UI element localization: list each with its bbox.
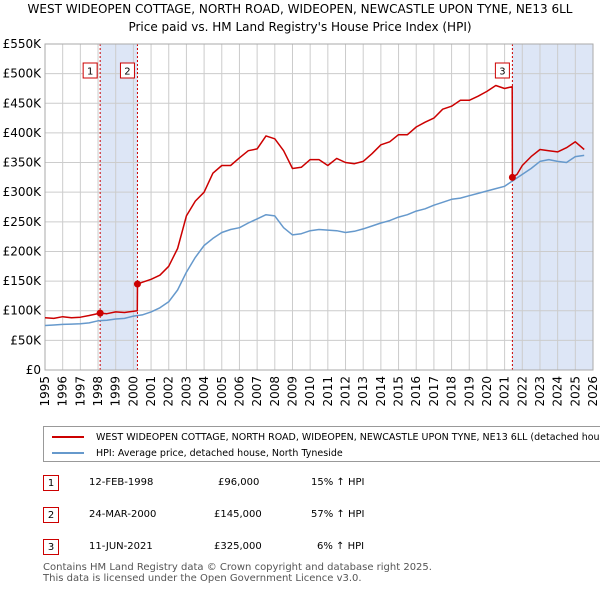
x-tick-label: 2014 [374, 376, 388, 407]
x-tick-label: 2023 [533, 376, 547, 407]
footer-line-copyright: Contains HM Land Registry data © Crown c… [43, 562, 432, 573]
y-tick-label: £0 [26, 363, 41, 377]
x-tick-label: 2024 [551, 376, 565, 407]
sale-number-box [82, 62, 98, 79]
y-tick-label: £150K [3, 274, 43, 288]
sale-number-label: 2 [124, 67, 130, 78]
x-tick-label: 2002 [162, 376, 176, 407]
x-tick-label: 2006 [232, 376, 246, 407]
y-tick-label: £250K [3, 215, 43, 229]
x-tick-label: 2004 [197, 376, 211, 407]
plot-frame [44, 43, 594, 371]
shaded-region [512, 44, 593, 370]
x-tick-label: 2020 [480, 376, 494, 407]
x-tick-label: 2012 [339, 376, 353, 407]
sale-number-box [494, 62, 510, 79]
chart-area: £0 £50K £100K £150K £200K £250K £300K £350K £400… [3, 37, 600, 407]
transaction-badge: 2 [43, 507, 59, 523]
sale-point [133, 280, 141, 288]
transaction-badge: 3 [43, 539, 59, 555]
y-tick-label: £550K [3, 37, 43, 51]
x-tick-label: 2013 [356, 376, 370, 407]
x-tick-label: 2007 [250, 376, 264, 407]
x-tick-label: 2026 [586, 376, 600, 407]
chart-subtitle: Price paid vs. HM Land Registry's House … [128, 20, 472, 34]
chart-title: WEST WIDEOPEN COTTAGE, NORTH ROAD, WIDEO… [27, 2, 573, 16]
legend-label-hpi: HPI: Average price, detached house, Nort… [96, 447, 343, 459]
sale-point [508, 173, 516, 181]
shaded-region [100, 44, 138, 370]
x-tick-label: 2003 [179, 376, 193, 407]
y-tick-label: £350K [3, 156, 43, 170]
x-tick-label: 2005 [215, 376, 229, 407]
x-tick-label: 2011 [321, 376, 335, 407]
y-tick-label: £300K [3, 185, 43, 199]
x-tick-label: 2001 [144, 376, 158, 407]
x-tick-label: 1998 [91, 376, 105, 407]
transaction-price: £325,000 [214, 541, 262, 552]
legend: WEST WIDEOPEN COTTAGE, NORTH ROAD, WIDEO… [43, 426, 600, 462]
x-tick-label: 2000 [126, 376, 140, 407]
x-tick-label: 2022 [515, 376, 529, 407]
transaction-hpi: 6% ↑ HPI [317, 541, 365, 552]
legend-item-property: WEST WIDEOPEN COTTAGE, NORTH ROAD, WIDEO… [52, 429, 600, 445]
transaction-price: £96,000 [218, 477, 260, 488]
transaction-hpi: 15% ↑ HPI [311, 477, 365, 488]
sale-number-box [119, 62, 135, 79]
footer: Contains HM Land Registry data © Crown c… [43, 562, 432, 584]
x-tick-label: 1996 [56, 376, 70, 407]
x-tick-label: 2015 [392, 376, 406, 407]
y-tick-label: £100K [3, 304, 43, 318]
y-tick-label: £200K [3, 244, 43, 258]
property-series-line [44, 84, 585, 320]
x-tick-label: 2009 [285, 376, 299, 407]
y-tick-label: £450K [3, 96, 43, 110]
transaction-badge: 1 [43, 475, 59, 491]
x-tick-label: 2019 [462, 376, 476, 407]
sale-number-label: 1 [87, 67, 93, 78]
x-tick-label: 2021 [498, 376, 512, 407]
transaction-price: £145,000 [214, 509, 262, 520]
x-tick-label: 2008 [268, 376, 282, 407]
x-tick-label: 1995 [38, 376, 52, 407]
transaction-hpi: 57% ↑ HPI [311, 509, 365, 520]
y-tick-label: £400K [3, 126, 43, 140]
x-tick-label: 2018 [445, 376, 459, 407]
transaction-date: 24-MAR-2000 [89, 509, 157, 520]
sale-number-label: 3 [499, 67, 505, 78]
x-tick-label: 2017 [427, 376, 441, 407]
x-tick-label: 2025 [568, 376, 582, 407]
footer-line-licence: This data is licensed under the Open Gov… [43, 573, 362, 584]
y-tick-label: £500K [3, 67, 43, 81]
legend-label-property: WEST WIDEOPEN COTTAGE, NORTH ROAD, WIDEO… [96, 431, 600, 443]
legend-swatch-hpi [52, 452, 84, 454]
x-tick-label: 1997 [73, 376, 87, 407]
x-tick-label: 2010 [303, 376, 317, 407]
legend-swatch-property [52, 436, 84, 438]
transaction-date: 11-JUN-2021 [89, 541, 153, 552]
x-tick-label: 1999 [109, 376, 123, 407]
hpi-series-line [44, 154, 585, 327]
transaction-date: 12-FEB-1998 [89, 477, 154, 488]
sale-point [96, 309, 104, 317]
y-tick-label: £50K [10, 333, 42, 347]
x-tick-label: 2016 [409, 376, 423, 407]
legend-item-hpi: HPI: Average price, detached house, Nort… [52, 445, 343, 461]
